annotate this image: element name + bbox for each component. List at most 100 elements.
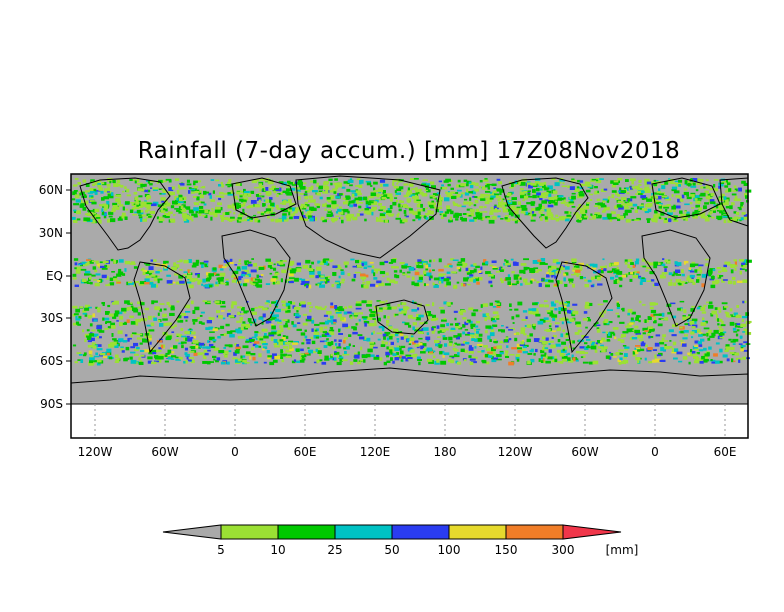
rain-cell — [289, 216, 293, 220]
rain-cell — [118, 268, 122, 273]
rain-cell — [81, 278, 87, 282]
rain-cell — [725, 344, 730, 347]
rain-cell — [404, 335, 409, 339]
rain-cell — [664, 346, 670, 350]
rain-cell — [272, 275, 278, 279]
rain-cell — [325, 276, 328, 280]
rain-cell — [204, 191, 210, 194]
rain-cell — [363, 284, 369, 289]
rain-cell — [415, 262, 419, 265]
rain-cell — [294, 313, 300, 317]
rain-cell — [691, 305, 695, 308]
rain-cell — [375, 270, 378, 274]
rain-cell — [139, 342, 143, 345]
rain-cell — [280, 328, 284, 332]
rain-cell — [530, 183, 537, 186]
rain-cell — [299, 216, 303, 221]
rain-cell — [468, 351, 474, 354]
rain-cell — [656, 354, 662, 357]
rain-cell — [285, 355, 292, 358]
rain-cell — [494, 193, 499, 196]
rain-cell — [486, 348, 491, 351]
rain-cell — [162, 313, 167, 318]
rain-cell — [563, 216, 566, 220]
rain-cell — [316, 306, 322, 310]
rain-cell — [247, 193, 252, 197]
rain-cell — [447, 195, 454, 198]
rain-cell — [82, 309, 87, 313]
rain-cell — [220, 325, 225, 329]
rain-cell — [363, 319, 367, 322]
rain-cell — [208, 192, 212, 196]
rain-cell — [175, 358, 181, 361]
rain-cell — [269, 272, 273, 275]
rain-cell — [475, 208, 480, 212]
rain-cell — [130, 359, 137, 364]
rain-cell — [565, 318, 569, 321]
rain-cell — [452, 201, 455, 204]
rain-cell — [602, 258, 605, 261]
rain-cell — [285, 309, 291, 313]
rain-cell — [207, 361, 211, 365]
rain-cell — [442, 186, 448, 190]
rain-cell — [274, 277, 279, 280]
rain-cell — [439, 328, 443, 331]
rain-cell — [189, 328, 192, 330]
rain-cell — [624, 261, 628, 265]
rain-cell — [127, 303, 133, 305]
rain-cell — [630, 186, 633, 190]
rain-cell — [214, 209, 221, 213]
rain-cell — [523, 190, 528, 194]
rain-cell — [75, 321, 80, 325]
rain-cell — [602, 198, 608, 201]
rain-cell — [398, 208, 402, 212]
colorbar-bin — [391, 524, 450, 540]
rain-cell — [743, 357, 750, 360]
rain-cell — [219, 191, 224, 195]
rain-cell — [386, 337, 390, 341]
rain-cell — [394, 274, 398, 278]
rain-cell — [476, 330, 480, 334]
colorbar-bin — [277, 524, 336, 540]
rain-cell — [438, 346, 442, 349]
rain-cell — [560, 218, 565, 221]
rain-cell — [129, 209, 134, 213]
rain-cell — [739, 335, 743, 339]
rain-cell — [671, 194, 674, 197]
rain-cell — [182, 214, 186, 218]
rain-cell — [639, 348, 645, 352]
rain-cell — [244, 269, 249, 273]
rain-cell — [621, 308, 624, 311]
rain-cell — [243, 310, 248, 314]
rain-cell — [357, 351, 360, 356]
rain-cell — [572, 283, 575, 288]
rain-cell — [416, 204, 422, 208]
rain-cell — [597, 303, 604, 306]
rain-cell — [673, 271, 676, 275]
rain-cell — [265, 191, 271, 195]
rain-cell — [582, 217, 587, 220]
rain-cell — [590, 284, 594, 288]
rain-cell — [722, 354, 728, 358]
rain-cell — [125, 346, 130, 351]
rain-cell — [191, 265, 197, 268]
coast-north-america-repeat — [501, 177, 589, 249]
rain-cell — [368, 354, 375, 357]
rain-cell — [735, 357, 742, 361]
rain-cell — [102, 203, 107, 207]
rain-cell — [496, 205, 503, 208]
rain-cell — [400, 180, 403, 183]
rain-cell — [343, 181, 350, 184]
rain-cell — [220, 272, 226, 277]
rain-cell — [663, 266, 668, 268]
rain-cell — [708, 301, 713, 305]
rain-cell — [186, 275, 192, 279]
rain-cell — [310, 336, 313, 340]
rain-cell — [454, 349, 459, 352]
rain-cell — [589, 263, 595, 267]
rain-cell — [192, 196, 197, 198]
rain-cell — [188, 272, 192, 275]
rain-cell — [608, 321, 613, 324]
rain-cell — [406, 192, 411, 196]
rain-cell — [667, 216, 673, 220]
